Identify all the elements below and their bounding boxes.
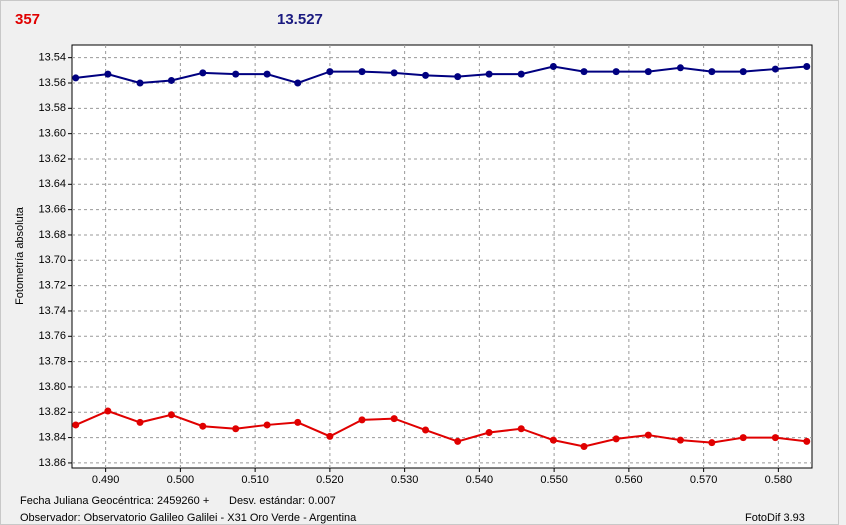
data-point: [708, 439, 716, 447]
x-tick-label: 0.530: [391, 474, 419, 486]
data-point: [771, 434, 779, 442]
data-point: [167, 411, 175, 419]
data-point: [136, 418, 144, 426]
data-point: [326, 68, 334, 76]
y-tick-label: 13.86: [38, 457, 66, 469]
y-tick-label: 13.56: [38, 77, 66, 89]
data-point: [294, 418, 302, 426]
data-point: [580, 442, 588, 450]
plot-area: [71, 44, 813, 469]
data-point: [167, 76, 175, 84]
y-tick-label: 13.62: [38, 153, 66, 165]
data-point: [549, 63, 557, 71]
y-tick-label: 13.76: [38, 330, 66, 342]
data-point: [517, 425, 525, 433]
y-tick-label: 13.58: [38, 102, 66, 114]
data-point: [454, 437, 462, 445]
series-line: [75, 409, 807, 448]
point-count: 357: [15, 11, 40, 28]
data-point: [263, 70, 271, 78]
data-point: [612, 435, 620, 443]
data-point: [676, 436, 684, 444]
y-tick-label: 13.84: [38, 432, 66, 444]
data-point: [739, 434, 747, 442]
x-tick-label: 0.580: [765, 474, 793, 486]
data-point: [263, 421, 271, 429]
version-info: FotoDif 3.93: [745, 512, 805, 524]
x-tick-label: 0.570: [690, 474, 718, 486]
x-tick-label: 0.500: [167, 474, 195, 486]
y-tick-label: 13.74: [38, 305, 66, 317]
data-point: [771, 65, 779, 73]
data-point: [104, 70, 112, 78]
data-point: [422, 426, 430, 434]
data-point: [72, 74, 80, 82]
data-point: [390, 415, 398, 423]
data-point: [136, 79, 144, 87]
y-tick-label: 13.64: [38, 178, 66, 190]
data-point: [644, 431, 652, 439]
data-point: [199, 69, 207, 77]
data-point: [612, 68, 620, 76]
data-point: [422, 71, 430, 79]
x-tick-label: 0.510: [241, 474, 269, 486]
x-tick-label: 0.520: [316, 474, 344, 486]
magnitude: 13.527: [277, 11, 323, 28]
data-point: [454, 73, 462, 81]
x-tick-label: 0.490: [92, 474, 120, 486]
x-tick-label: 0.540: [466, 474, 494, 486]
x-tick-label: 0.560: [615, 474, 643, 486]
data-point: [739, 68, 747, 76]
series-line: [75, 65, 807, 85]
y-tick-label: 13.54: [38, 52, 66, 64]
data-point: [326, 432, 334, 440]
x-tick-label: 0.550: [540, 474, 568, 486]
data-point: [580, 68, 588, 76]
y-tick-label: 13.66: [38, 204, 66, 216]
y-tick-label: 13.68: [38, 229, 66, 241]
data-point: [358, 68, 366, 76]
data-point: [390, 69, 398, 77]
data-point: [708, 68, 716, 76]
data-point: [232, 425, 240, 433]
observer-info: Observador: Observatorio Galileo Galilei…: [20, 512, 357, 524]
data-point: [517, 70, 525, 78]
data-point: [358, 416, 366, 424]
data-point: [644, 68, 652, 76]
data-point: [199, 422, 207, 430]
data-point: [232, 70, 240, 78]
data-point: [803, 437, 811, 445]
y-tick-label: 13.72: [38, 280, 66, 292]
data-point: [485, 429, 493, 437]
data-point: [485, 70, 493, 78]
date-info: Fecha Juliana Geocéntrica: 2459260 +: [20, 495, 209, 507]
y-tick-label: 13.82: [38, 406, 66, 418]
data-point: [803, 63, 811, 71]
y-tick-label: 13.60: [38, 128, 66, 140]
stddev-info: Desv. estándar: 0.007: [229, 495, 336, 507]
data-point: [676, 64, 684, 72]
y-tick-label: 13.80: [38, 381, 66, 393]
data-point: [294, 79, 302, 87]
y-tick-label: 13.70: [38, 254, 66, 266]
data-point: [549, 436, 557, 444]
y-axis-label: Fotometría absoluta: [14, 206, 26, 305]
data-point: [72, 421, 80, 429]
y-tick-label: 13.78: [38, 356, 66, 368]
data-point: [104, 407, 112, 415]
